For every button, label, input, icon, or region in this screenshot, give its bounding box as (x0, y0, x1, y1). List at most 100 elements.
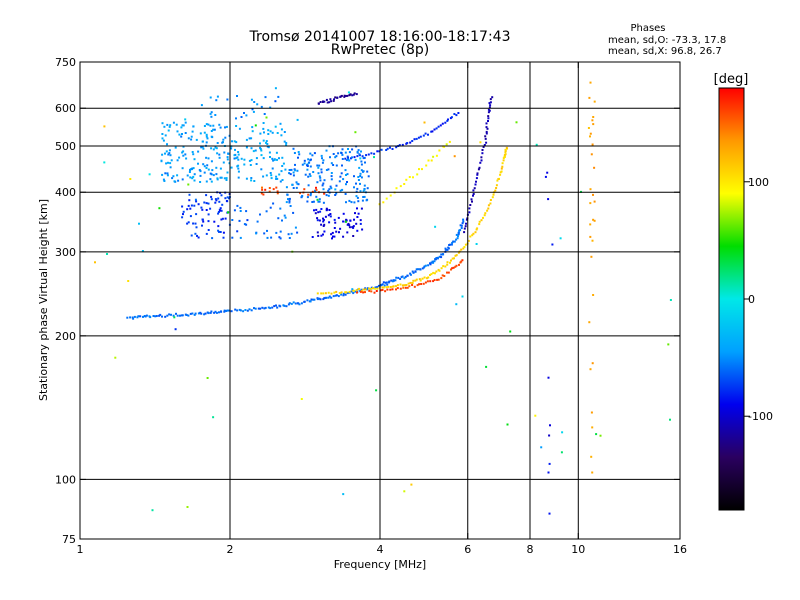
data-point (348, 226, 351, 229)
data-point (402, 286, 405, 289)
data-point (264, 96, 267, 99)
data-point (245, 223, 248, 226)
data-point (344, 193, 347, 195)
data-point (176, 130, 179, 133)
colorbar-tick-label: -100 (748, 410, 773, 423)
data-point (320, 154, 323, 157)
data-point (451, 241, 454, 244)
data-point (449, 261, 451, 264)
data-point (487, 120, 489, 122)
data-point (440, 267, 443, 270)
data-point (382, 281, 385, 284)
data-point (219, 167, 222, 170)
data-point (450, 243, 453, 246)
data-point (496, 179, 499, 182)
data-point (218, 200, 221, 203)
data-point (231, 236, 234, 239)
data-point (267, 129, 270, 132)
data-point (177, 179, 180, 182)
data-point (318, 200, 321, 203)
data-point (485, 365, 488, 368)
data-point (335, 164, 338, 167)
data-point (474, 231, 477, 234)
data-point (591, 239, 594, 242)
data-point (460, 260, 463, 263)
data-point (186, 174, 189, 177)
data-point (316, 298, 319, 301)
data-point (304, 173, 307, 176)
data-point (161, 315, 163, 318)
data-point (383, 284, 386, 287)
data-point (502, 159, 505, 162)
data-point (165, 162, 168, 165)
data-point (503, 155, 506, 158)
data-point (546, 171, 549, 174)
x-tick-label: 6 (464, 543, 471, 556)
data-point (226, 158, 229, 161)
data-point (230, 147, 233, 150)
data-point (406, 142, 409, 144)
data-point (438, 269, 441, 272)
data-point (192, 175, 195, 178)
data-point (307, 158, 310, 161)
data-point (361, 199, 364, 202)
data-point (404, 275, 407, 278)
data-point (182, 150, 185, 153)
data-point (188, 193, 191, 196)
data-point (424, 264, 427, 267)
data-point (342, 493, 345, 496)
data-point (182, 210, 185, 213)
data-point (355, 190, 358, 193)
data-point (353, 218, 355, 221)
data-point (138, 222, 140, 225)
data-point (345, 183, 347, 186)
data-point (430, 130, 433, 133)
data-point (352, 93, 355, 96)
data-point (359, 175, 362, 177)
data-point (409, 272, 412, 275)
data-point (421, 267, 424, 270)
data-point (453, 155, 456, 158)
data-point (318, 198, 321, 201)
data-point (325, 296, 328, 299)
data-point (345, 159, 348, 162)
data-point (265, 210, 268, 213)
data-point (317, 166, 320, 169)
data-point (384, 290, 387, 293)
data-point (215, 147, 218, 150)
data-point (218, 311, 220, 314)
data-point (275, 304, 277, 307)
data-point (132, 317, 135, 320)
data-point (591, 119, 594, 122)
data-point (254, 124, 257, 127)
data-point (337, 295, 340, 298)
data-point (592, 218, 595, 221)
data-point (274, 100, 277, 103)
data-point (303, 300, 306, 303)
data-point (285, 201, 288, 204)
data-point (443, 275, 446, 277)
data-point (463, 231, 466, 234)
data-point (205, 232, 208, 235)
data-point (380, 148, 383, 151)
data-point (431, 260, 434, 263)
data-point (335, 290, 338, 293)
data-point (389, 146, 391, 149)
data-point (374, 287, 377, 290)
data-point (453, 240, 456, 243)
data-point (319, 298, 322, 301)
data-point (419, 135, 422, 138)
data-point (181, 133, 183, 135)
data-point (307, 175, 310, 178)
data-point (149, 316, 152, 319)
data-point (317, 102, 320, 105)
data-point (353, 186, 355, 189)
data-point (317, 200, 320, 203)
data-point (300, 398, 303, 400)
data-point (589, 135, 591, 138)
data-point (231, 140, 233, 143)
data-point (237, 167, 240, 170)
data-point (489, 202, 492, 205)
data-point (499, 173, 502, 176)
data-point (410, 483, 413, 486)
